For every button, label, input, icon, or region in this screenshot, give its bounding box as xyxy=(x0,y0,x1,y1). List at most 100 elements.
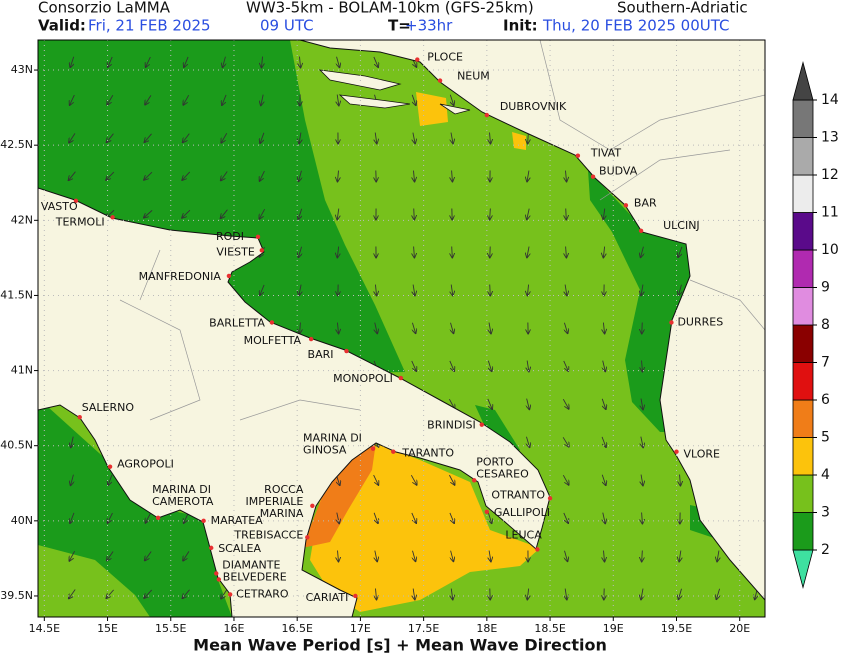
wave-arrow xyxy=(337,322,338,334)
wave-arrow xyxy=(299,56,300,68)
wave-arrow xyxy=(183,94,190,105)
wave-arrow xyxy=(337,246,338,258)
city-label: TARANTO xyxy=(401,447,454,460)
wave-arrow xyxy=(641,588,643,600)
valid-date: Fri, 21 FEB 2025 xyxy=(88,17,211,35)
city-dot xyxy=(353,593,358,599)
city-dot xyxy=(201,518,206,524)
balkan-land xyxy=(299,40,765,601)
lat-tick-label: 43N xyxy=(11,63,33,76)
zone-5s xyxy=(512,132,526,150)
wave-arrow xyxy=(413,170,414,182)
city-label: VASTO xyxy=(41,200,78,213)
wave-arrow xyxy=(145,512,151,523)
colorbar-extend-high xyxy=(792,60,814,101)
wave-arrow xyxy=(260,132,265,143)
wave-arrow xyxy=(641,436,643,448)
zone-4s xyxy=(38,545,150,617)
wave-arrow xyxy=(449,360,454,371)
wave-arrow xyxy=(642,360,643,372)
wave-arrow xyxy=(145,551,152,561)
city-dot xyxy=(415,57,420,62)
city-label: MOLFETTA xyxy=(244,334,302,347)
wave-arrow xyxy=(299,284,301,296)
city-dot xyxy=(547,496,553,501)
zone-5s xyxy=(310,445,540,612)
colorbar-extend-low xyxy=(792,549,814,590)
lon-tick-label: 20E xyxy=(729,622,750,635)
wave-arrow xyxy=(337,208,339,220)
wave-arrow xyxy=(410,474,416,485)
wave-arrow xyxy=(373,474,379,485)
lon-tick-label: 17.5E xyxy=(408,622,439,635)
valid-hour: 09 UTC xyxy=(260,17,314,35)
colorbar-label: 12 xyxy=(821,167,839,183)
wave-arrow xyxy=(411,512,416,523)
city-label: CETRARO xyxy=(236,587,289,600)
wave-arrow xyxy=(184,56,189,67)
wave-arrow xyxy=(602,398,606,409)
city-label: BARLETTA xyxy=(209,316,265,329)
wave-arrow xyxy=(641,284,643,296)
colorbar-segment xyxy=(792,362,814,401)
city-label: VLORE xyxy=(683,448,720,461)
city-dot xyxy=(669,320,674,325)
wave-arrow xyxy=(183,551,190,560)
wave-arrow xyxy=(527,170,529,182)
wave-arrow xyxy=(70,56,73,67)
city-dot xyxy=(370,446,376,451)
city-label: CESAREO xyxy=(476,467,529,480)
city-dot xyxy=(305,535,310,540)
city-dot xyxy=(209,545,214,551)
map-title: Mean Wave Period [s] + Mean Wave Directi… xyxy=(193,636,607,655)
city-label: CAMEROTA xyxy=(152,495,214,508)
wave-arrow xyxy=(641,398,643,410)
city-label: TERMOLI xyxy=(55,215,105,228)
wave-arrow xyxy=(489,322,491,334)
colorbar-segment xyxy=(792,287,814,326)
wave-arrow xyxy=(680,474,681,486)
wave-arrow xyxy=(527,208,529,220)
city-label: BUDVA xyxy=(599,165,638,178)
city-dot xyxy=(155,515,161,521)
wave-arrow xyxy=(261,94,263,106)
colorbar-label: 10 xyxy=(821,242,839,258)
wave-arrow xyxy=(678,246,683,257)
step: +33hr xyxy=(405,17,453,35)
wave-arrow xyxy=(490,284,491,296)
city-label: GALLIPOLI xyxy=(494,506,550,519)
wave-arrow xyxy=(642,550,643,562)
colorbar-segment xyxy=(792,474,814,513)
city-label: MARINA DI xyxy=(152,483,211,496)
colorbar-segment xyxy=(792,437,814,476)
region: Southern-Adriatic xyxy=(617,0,748,17)
colorbar-label: 6 xyxy=(821,392,830,408)
wave-arrow xyxy=(642,512,643,524)
wave-arrow xyxy=(678,588,681,600)
wave-arrow xyxy=(144,210,153,217)
wave-arrow xyxy=(221,209,228,219)
wave-arrow xyxy=(563,512,568,523)
wave-arrow xyxy=(488,360,491,371)
lon-tick-label: 19.5E xyxy=(661,622,692,635)
city-dot xyxy=(638,228,644,234)
wave-arrow xyxy=(375,322,378,334)
step-label: T= xyxy=(388,17,411,35)
wave-arrow xyxy=(450,94,453,105)
wave-arrow xyxy=(337,170,338,182)
city-dot xyxy=(308,336,314,342)
lon-tick-label: 16.5E xyxy=(281,622,312,635)
colorbar-segment xyxy=(792,99,814,138)
colorbar-segment xyxy=(792,174,814,213)
wave-arrow xyxy=(223,56,226,68)
wave-arrow xyxy=(603,360,606,372)
wave-arrow xyxy=(716,588,719,600)
lat-tick-label: 40N xyxy=(11,514,33,527)
islands xyxy=(318,69,471,115)
city-label: DIAMANTE xyxy=(222,558,280,571)
lon-tick-label: 15.5E xyxy=(155,622,186,635)
wave-arrow xyxy=(527,360,529,372)
wave-arrow xyxy=(452,170,453,182)
plot-area: PLOCE NEUM DUBROVNIK TIVAT BUDVA BAR ULCINJ DUR… xyxy=(38,40,765,617)
wave-arrow xyxy=(70,94,75,105)
